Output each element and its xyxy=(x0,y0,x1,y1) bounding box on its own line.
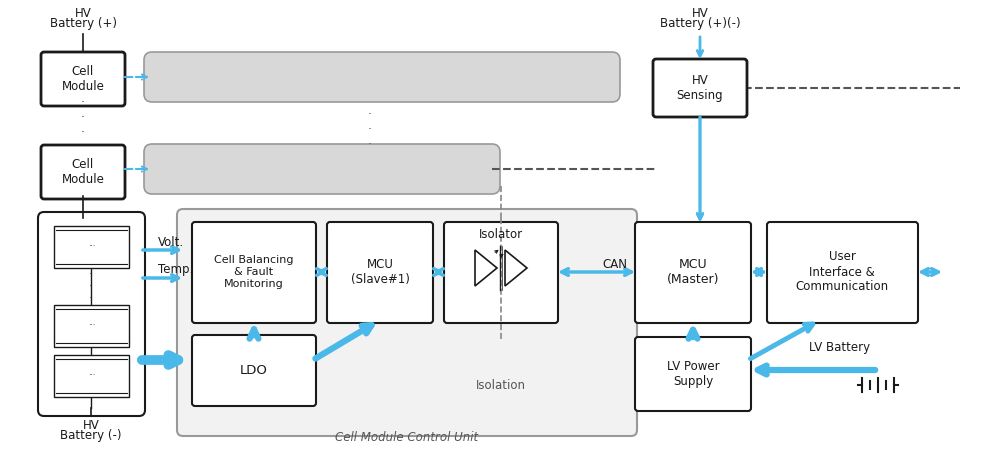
Text: ·
·
·: · · · xyxy=(89,269,93,302)
Text: ···: ··· xyxy=(88,321,95,331)
Text: Cell Balancing
& Fault
Monitoring: Cell Balancing & Fault Monitoring xyxy=(214,255,293,289)
Bar xyxy=(54,355,129,397)
FancyBboxPatch shape xyxy=(144,52,620,102)
Text: Battery (-): Battery (-) xyxy=(60,429,122,442)
FancyBboxPatch shape xyxy=(41,52,125,106)
FancyBboxPatch shape xyxy=(444,222,558,323)
Text: Cell
Module: Cell Module xyxy=(62,158,104,186)
Text: LDO: LDO xyxy=(240,364,268,377)
Text: MCU
(Master): MCU (Master) xyxy=(667,258,719,286)
Text: ·
·
·: · · · xyxy=(81,96,85,140)
Text: Cell
Module: Cell Module xyxy=(62,65,104,93)
FancyBboxPatch shape xyxy=(327,222,433,323)
Text: Temp.: Temp. xyxy=(158,264,193,277)
Text: HV
Sensing: HV Sensing xyxy=(677,74,723,102)
Text: Volt.: Volt. xyxy=(158,236,184,248)
Text: MCU
(Slave#1): MCU (Slave#1) xyxy=(350,258,409,286)
FancyBboxPatch shape xyxy=(192,222,316,323)
Text: Battery (+): Battery (+) xyxy=(49,18,117,30)
FancyBboxPatch shape xyxy=(767,222,918,323)
Text: Cell Module Control Unit: Cell Module Control Unit xyxy=(336,431,479,443)
Text: Battery (+)(-): Battery (+)(-) xyxy=(659,18,741,30)
Bar xyxy=(54,305,129,347)
Text: ···: ··· xyxy=(88,242,95,252)
Text: HV: HV xyxy=(692,7,708,20)
Text: CAN: CAN xyxy=(602,259,628,272)
Text: User
Interface &
Communication: User Interface & Communication xyxy=(796,250,889,294)
Text: ·
·
·: · · · xyxy=(368,108,372,152)
FancyBboxPatch shape xyxy=(192,335,316,406)
FancyBboxPatch shape xyxy=(635,337,751,411)
Text: LV Power
Supply: LV Power Supply xyxy=(667,360,719,388)
Text: ···: ··· xyxy=(88,372,95,380)
FancyBboxPatch shape xyxy=(38,212,145,416)
Text: HV: HV xyxy=(75,7,91,20)
Text: Isolation: Isolation xyxy=(476,378,526,391)
Text: LV Battery: LV Battery xyxy=(809,342,870,355)
Bar xyxy=(54,226,129,268)
FancyBboxPatch shape xyxy=(653,59,747,117)
FancyBboxPatch shape xyxy=(41,145,125,199)
FancyBboxPatch shape xyxy=(177,209,637,436)
Text: HV: HV xyxy=(82,419,99,431)
FancyBboxPatch shape xyxy=(144,144,500,194)
Text: Isolator: Isolator xyxy=(479,229,523,242)
FancyBboxPatch shape xyxy=(635,222,751,323)
